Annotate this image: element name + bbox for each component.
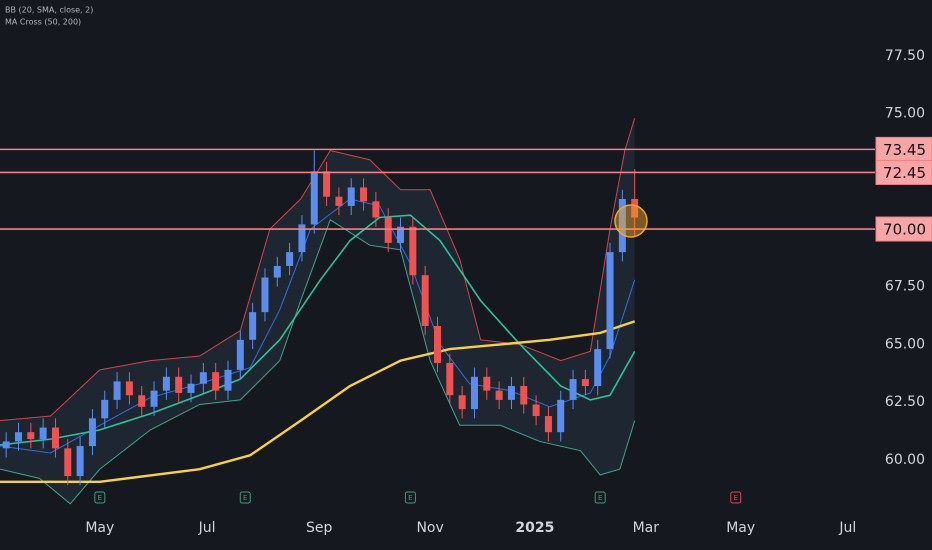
candle-body: [347, 187, 355, 206]
x-tick-label: 2025: [515, 520, 554, 536]
event-label: E: [98, 494, 102, 502]
candle-body: [532, 404, 540, 417]
x-tick-label: May: [726, 520, 755, 536]
event-label: E: [734, 494, 738, 502]
level-label: 72.45: [883, 164, 926, 182]
candle-body: [421, 275, 429, 326]
candle-body: [384, 217, 392, 243]
level-label: 70.00: [883, 221, 926, 239]
candle-body: [224, 369, 232, 391]
candle-body: [360, 187, 368, 202]
candle-body: [212, 372, 220, 391]
x-tick-label: Jul: [198, 520, 216, 536]
candle-body: [138, 395, 146, 407]
indicator-label: MA Cross (50, 200): [5, 18, 81, 27]
candle-body: [51, 427, 59, 449]
candle-body: [76, 446, 84, 477]
candle-body: [298, 224, 306, 253]
candle-body: [520, 386, 528, 405]
candle-body: [39, 427, 47, 440]
candle-body: [557, 399, 565, 433]
candle-body: [27, 432, 35, 440]
candle-body: [249, 312, 257, 340]
candle-body: [335, 196, 343, 206]
candle-body: [594, 349, 602, 387]
y-tick-label: 77.50: [885, 48, 925, 64]
y-tick-label: 60.00: [885, 452, 925, 468]
candle-body: [261, 277, 269, 313]
indicator-line: [0, 320, 636, 484]
candle-body: [618, 199, 626, 253]
candle-body: [397, 226, 405, 243]
x-tick-label: Mar: [633, 520, 660, 536]
highlight-circle: [614, 204, 648, 238]
candle-body: [2, 441, 10, 449]
x-tick-label: May: [85, 520, 114, 536]
candle-body: [175, 376, 183, 393]
event-marker: [239, 491, 251, 504]
y-tick-label: 65.00: [885, 336, 925, 352]
x-tick-label: Jul: [838, 520, 856, 536]
candle-body: [372, 201, 380, 218]
candle-body: [458, 395, 466, 410]
event-marker: [404, 491, 416, 504]
candle-body: [273, 265, 281, 278]
candle-body: [631, 199, 639, 218]
candle-body: [187, 383, 195, 393]
candle-body: [125, 381, 133, 396]
candle-body: [470, 376, 478, 410]
indicator-line: [0, 219, 636, 505]
candle-body: [581, 379, 589, 387]
candle-body: [101, 399, 109, 419]
candle-body: [113, 381, 121, 400]
candle-body: [446, 362, 454, 396]
event-marker: [594, 491, 606, 504]
candle-body: [409, 226, 417, 276]
candle-body: [236, 339, 244, 370]
x-tick-label: Sep: [306, 520, 333, 536]
x-tick-label: Nov: [416, 520, 443, 536]
indicator-line: [0, 118, 636, 422]
level-label-box: [875, 159, 932, 185]
candle-body: [569, 379, 577, 400]
candle-body: [606, 252, 614, 350]
candle-body: [310, 171, 318, 225]
candle-body: [286, 252, 294, 266]
candle-body: [14, 432, 22, 442]
level-label: 73.45: [883, 141, 926, 159]
event-label: E: [598, 494, 602, 502]
y-tick-label: 75.00: [885, 106, 925, 122]
candle-body: [64, 448, 72, 477]
candle-body: [150, 390, 158, 407]
event-marker: [730, 491, 742, 504]
candle-body: [88, 418, 96, 447]
candle-body: [544, 416, 552, 433]
event-marker: [94, 491, 106, 504]
y-tick-label: 67.50: [885, 279, 925, 295]
event-label: E: [408, 494, 412, 502]
event-label: E: [243, 494, 247, 502]
level-label-box: [875, 216, 932, 242]
candle-body: [495, 390, 503, 400]
candle-body: [199, 372, 207, 384]
candle-body: [507, 386, 515, 400]
candle-body: [323, 171, 331, 197]
indicator-label: BB (20, SMA, close, 2): [5, 6, 93, 15]
candle-body: [162, 376, 170, 391]
y-tick-label: 62.50: [885, 394, 925, 410]
candle-body: [483, 376, 491, 391]
candle-body: [434, 325, 441, 363]
